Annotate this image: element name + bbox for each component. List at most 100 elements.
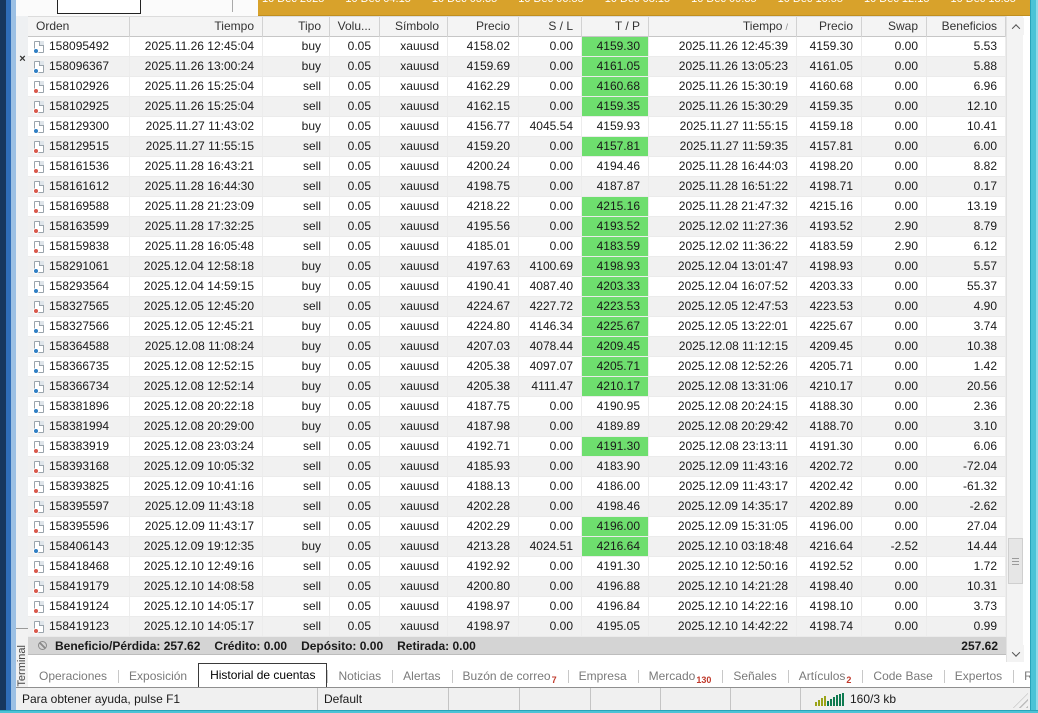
table-row[interactable]: 158393168 2025.12.09 10:05:32 sell 0.05 …	[28, 457, 1006, 477]
table-row[interactable]: 158161612 2025.11.28 16:44:30 sell 0.05 …	[28, 177, 1006, 197]
profit-cell: 2.36	[927, 397, 1006, 416]
table-row[interactable]: 158395596 2025.12.09 11:43:17 sell 0.05 …	[28, 517, 1006, 537]
table-row[interactable]: 158159838 2025.11.28 16:05:48 sell 0.05 …	[28, 237, 1006, 257]
table-row[interactable]: 158395597 2025.12.09 11:43:18 sell 0.05 …	[28, 497, 1006, 517]
table-row[interactable]: 158095492 2025.11.26 12:45:04 buy 0.05 x…	[28, 37, 1006, 57]
close-price-cell: 4193.52	[797, 217, 862, 236]
chart-time-axis-label: 10 Dec 2025	[262, 0, 324, 5]
tab-mercado[interactable]: Mercado130	[637, 666, 723, 687]
table-row[interactable]: 158406143 2025.12.09 19:12:35 buy 0.05 x…	[28, 537, 1006, 557]
scroll-up-button[interactable]	[1007, 18, 1024, 35]
table-row[interactable]: 158161536 2025.11.28 16:43:21 sell 0.05 …	[28, 157, 1006, 177]
table-row[interactable]: 158169588 2025.11.28 21:23:09 sell 0.05 …	[28, 197, 1006, 217]
table-row[interactable]: 158381994 2025.12.08 20:29:00 buy 0.05 x…	[28, 417, 1006, 437]
tab-code-base[interactable]: Code Base	[862, 666, 943, 687]
swap-cell: 0.00	[862, 457, 927, 476]
order-number: 158291061	[49, 259, 110, 273]
tab-art-culos[interactable]: Artículos2	[787, 666, 863, 687]
swap-cell: 0.00	[862, 497, 927, 516]
table-row[interactable]: 158129515 2025.11.27 11:55:15 sell 0.05 …	[28, 137, 1006, 157]
table-row[interactable]: 158419124 2025.12.10 14:05:17 sell 0.05 …	[28, 597, 1006, 617]
column-header[interactable]: Símbolo	[380, 17, 448, 37]
column-header[interactable]: Tipo	[263, 17, 330, 37]
table-row[interactable]: 158393825 2025.12.09 10:41:16 sell 0.05 …	[28, 477, 1006, 497]
tab-alertas[interactable]: Alertas	[392, 666, 451, 687]
volume-cell: 0.05	[330, 157, 380, 176]
tab-empresa[interactable]: Empresa	[567, 666, 638, 687]
column-header[interactable]: Precio	[797, 17, 862, 37]
order-number: 158395596	[49, 519, 110, 533]
table-row[interactable]: 158293564 2025.12.04 14:59:15 buy 0.05 x…	[28, 277, 1006, 297]
table-row[interactable]: 158364588 2025.12.08 11:08:24 buy 0.05 x…	[28, 337, 1006, 357]
column-header[interactable]: Tiempo	[130, 17, 263, 37]
order-type-icon	[33, 320, 44, 334]
close-time-cell: 2025.12.10 14:42:22	[649, 617, 797, 636]
take-profit-cell: 4191.30	[582, 437, 649, 456]
table-row[interactable]: 158129300 2025.11.27 11:43:02 buy 0.05 x…	[28, 117, 1006, 137]
table-row[interactable]: 158096367 2025.11.26 13:00:24 buy 0.05 x…	[28, 57, 1006, 77]
close-price-cell: 4209.45	[797, 337, 862, 356]
column-header[interactable]: Tiempo /	[649, 17, 797, 37]
vertical-scrollbar[interactable]	[1006, 16, 1024, 662]
table-row[interactable]: 158383919 2025.12.08 23:03:24 sell 0.05 …	[28, 437, 1006, 457]
tab-exposici-n[interactable]: Exposición	[118, 666, 198, 687]
column-header[interactable]: T / P	[582, 17, 649, 37]
table-row[interactable]: 158366735 2025.12.08 12:52:15 buy 0.05 x…	[28, 357, 1006, 377]
close-time-cell: 2025.12.02 11:27:36	[649, 217, 797, 236]
tab-expertos[interactable]: Expertos	[943, 666, 1013, 687]
open-time-cell: 2025.12.08 23:03:24	[130, 437, 263, 456]
table-row[interactable]: 158419179 2025.12.10 14:08:58 sell 0.05 …	[28, 577, 1006, 597]
profit-cell: 6.12	[927, 237, 1006, 256]
take-profit-cell: 4159.93	[582, 117, 649, 136]
table-row[interactable]: 158102925 2025.11.26 15:25:04 sell 0.05 …	[28, 97, 1006, 117]
open-time-cell: 2025.12.09 10:41:16	[130, 477, 263, 496]
tab-buz-n-de-correo[interactable]: Buzón de correo7	[451, 666, 568, 687]
table-row[interactable]: 158291061 2025.12.04 12:58:18 buy 0.05 x…	[28, 257, 1006, 277]
tab-historial-de-cuentas[interactable]: Historial de cuentas	[198, 663, 328, 687]
open-price-cell: 4224.80	[448, 317, 519, 336]
table-row[interactable]: 158366734 2025.12.08 12:52:14 buy 0.05 x…	[28, 377, 1006, 397]
order-cell: 158395596	[28, 517, 130, 536]
volume-cell: 0.05	[330, 617, 380, 636]
table-row[interactable]: 158419123 2025.12.10 14:05:17 sell 0.05 …	[28, 617, 1006, 637]
open-time-cell: 2025.12.04 14:59:15	[130, 277, 263, 296]
scroll-down-button[interactable]	[1007, 645, 1024, 662]
order-number: 158393825	[49, 479, 110, 493]
open-time-cell: 2025.12.05 12:45:20	[130, 297, 263, 316]
profit-cell: 13.19	[927, 197, 1006, 216]
symbol-cell: xauusd	[380, 357, 448, 376]
status-profile[interactable]: Default	[317, 688, 448, 710]
tab-noticias[interactable]: Noticias	[327, 666, 392, 687]
tab-se-ales[interactable]: Señales	[722, 666, 787, 687]
stop-loss-cell: 0.00	[519, 437, 582, 456]
profit-cell: -61.32	[927, 477, 1006, 496]
scrollbar-thumb[interactable]	[1008, 538, 1023, 584]
stop-loss-cell: 0.00	[519, 397, 582, 416]
close-time-cell: 2025.12.04 16:07:52	[649, 277, 797, 296]
column-header[interactable]: Orden	[28, 17, 130, 37]
table-row[interactable]: 158381896 2025.12.08 20:22:18 buy 0.05 x…	[28, 397, 1006, 417]
open-price-cell: 4156.77	[448, 117, 519, 136]
column-header[interactable]: Swap	[862, 17, 927, 37]
volume-cell: 0.05	[330, 97, 380, 116]
table-row[interactable]: 158327565 2025.12.05 12:45:20 sell 0.05 …	[28, 297, 1006, 317]
tab-operaciones[interactable]: Operaciones	[39, 669, 108, 683]
stop-loss-cell: 4078.44	[519, 337, 582, 356]
column-header[interactable]: Beneficios	[927, 17, 1006, 37]
swap-cell: 0.00	[862, 437, 927, 456]
column-header[interactable]: Volu...	[330, 17, 380, 37]
swap-cell: 0.00	[862, 77, 927, 96]
symbol-cell: xauusd	[380, 377, 448, 396]
profit-cell: 14.44	[927, 537, 1006, 556]
table-row[interactable]: 158418468 2025.12.10 12:49:16 sell 0.05 …	[28, 557, 1006, 577]
column-header[interactable]: S / L	[519, 17, 582, 37]
order-number: 158102925	[49, 99, 110, 113]
table-row[interactable]: 158163599 2025.11.28 17:32:25 sell 0.05 …	[28, 217, 1006, 237]
close-panel-button[interactable]: ×	[19, 53, 26, 65]
table-row[interactable]: 158102926 2025.11.26 15:25:04 sell 0.05 …	[28, 77, 1006, 97]
column-header[interactable]: Precio	[448, 17, 519, 37]
order-number: 158419123	[49, 619, 110, 633]
table-row[interactable]: 158327566 2025.12.05 12:45:21 buy 0.05 x…	[28, 317, 1006, 337]
open-price-cell: 4224.67	[448, 297, 519, 316]
open-time-cell: 2025.12.04 12:58:18	[130, 257, 263, 276]
